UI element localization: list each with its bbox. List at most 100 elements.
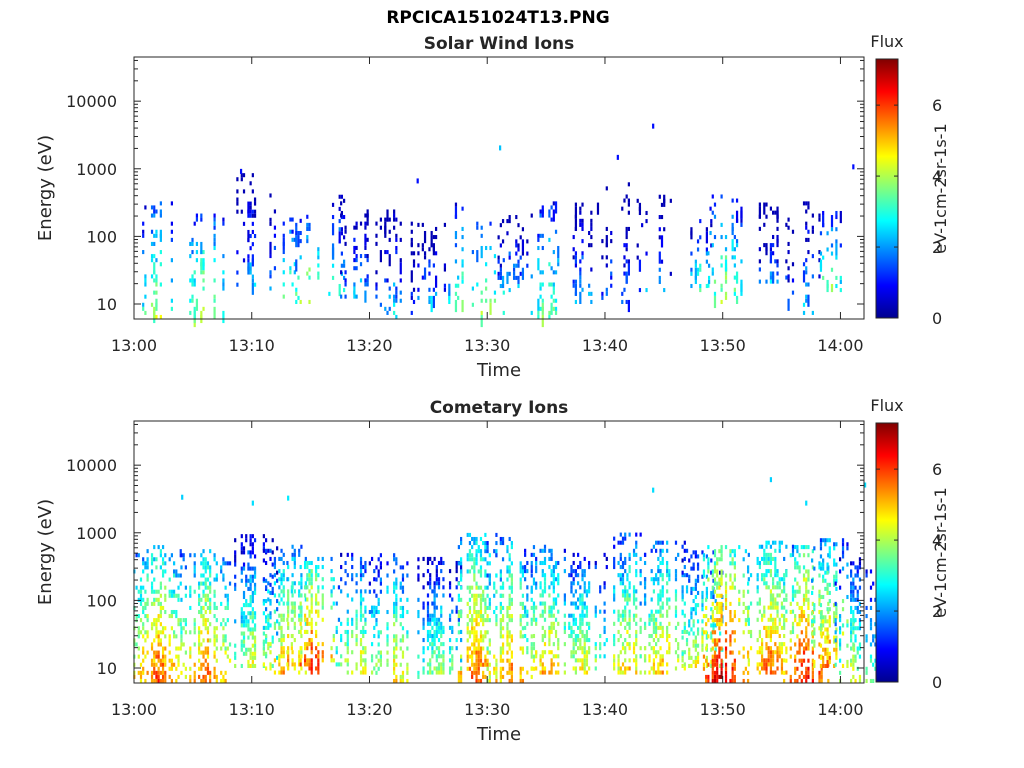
spectrogram-cell: [655, 629, 658, 634]
spectrogram-cell: [758, 601, 761, 606]
spectrogram-cell: [802, 262, 806, 267]
spectrogram-cell: [583, 666, 586, 671]
spectrogram-cell: [164, 569, 167, 574]
spectrogram-cell: [652, 658, 656, 663]
spectrogram-cell: [749, 646, 753, 651]
spectrogram-cell: [811, 213, 814, 218]
spectrogram-cell: [506, 650, 509, 655]
spectrogram-cell: [193, 642, 196, 647]
spectrogram-cell: [468, 589, 472, 594]
spectrogram-cell: [524, 552, 527, 557]
spectrogram-cell: [740, 279, 743, 292]
spectrogram-cell: [417, 565, 420, 570]
spectrogram-cell: [552, 250, 555, 255]
spectrogram-cell: [278, 654, 281, 659]
spectrogram-cell: [501, 626, 505, 631]
spectrogram-cell: [694, 635, 697, 640]
spectrogram-cell: [858, 646, 862, 651]
spectrogram-cell: [709, 230, 712, 236]
spectrogram-cell: [724, 646, 728, 651]
spectrogram-cell: [501, 605, 505, 610]
spectrogram-cell: [488, 573, 491, 578]
spectrogram-cell: [550, 605, 553, 610]
spectrogram-cell: [198, 609, 201, 615]
spectrogram-cell: [153, 670, 156, 675]
spectrogram-cell: [426, 569, 430, 574]
y-axis-label: Energy (eV): [35, 135, 56, 241]
spectrogram-cell: [431, 642, 434, 647]
spectrogram-cell: [532, 633, 536, 639]
spectrogram-cell: [495, 666, 498, 671]
spectrogram-cell: [707, 283, 710, 288]
spectrogram-cell: [440, 666, 443, 671]
spectrogram-cell: [769, 662, 773, 667]
spectrogram-cell: [213, 233, 216, 238]
spectrogram-cell: [477, 650, 480, 655]
spectrogram-cell: [262, 662, 265, 667]
spectrogram-cell: [377, 630, 380, 635]
spectrogram-cell: [652, 629, 656, 634]
spectrogram-cell: [340, 294, 343, 299]
spectrogram-cell: [150, 674, 154, 679]
spectrogram-cell: [299, 629, 302, 634]
spectrogram-cell: [251, 643, 254, 648]
spectrogram-cell: [705, 247, 708, 252]
spectrogram-cell: [657, 593, 660, 598]
spectrogram-cell: [826, 570, 829, 575]
spectrogram-cell: [150, 229, 154, 234]
spectrogram-cell: [168, 674, 171, 679]
spectrogram-cell: [659, 605, 662, 610]
spectrogram-cell: [499, 609, 502, 615]
spectrogram-cell: [251, 619, 254, 624]
spectrogram-cell: [865, 614, 868, 619]
spectrogram-cell: [852, 597, 855, 602]
spectrogram-cell: [340, 194, 343, 199]
spectrogram-cell: [155, 650, 158, 655]
spectrogram-cell: [850, 569, 853, 574]
spectrogram-cell: [524, 548, 527, 553]
spectrogram-cell: [585, 654, 589, 659]
spectrogram-cell: [291, 593, 294, 598]
spectrogram-cell: [422, 617, 425, 622]
spectrogram-cell: [541, 205, 544, 218]
spectrogram-cell: [426, 609, 430, 614]
spectrogram-cell: [461, 275, 464, 280]
spectrogram-cell: [298, 629, 301, 634]
spectrogram-cell: [473, 642, 476, 647]
spectrogram-cell: [557, 646, 560, 651]
spectrogram-cell: [550, 662, 553, 667]
spectrogram-cell: [557, 560, 560, 566]
spectrogram-cell: [440, 642, 443, 647]
spectrogram-cell: [548, 605, 551, 610]
spectrogram-cell: [306, 573, 309, 578]
spectrogram-cell: [588, 230, 591, 236]
spectrogram-cell: [222, 618, 225, 623]
spectrogram-cell: [718, 650, 721, 655]
spectrogram-cell: [858, 601, 862, 606]
spectrogram-cell: [395, 662, 398, 667]
spectrogram-cell: [224, 622, 227, 627]
spectrogram-cell: [359, 573, 363, 578]
spectrogram-cell: [645, 219, 648, 224]
spectrogram-cell: [226, 597, 229, 602]
spectrogram-cell: [222, 282, 225, 287]
spectrogram-cell: [824, 627, 827, 632]
spectrogram-cell: [530, 569, 533, 574]
spectrogram-cell: [278, 556, 281, 561]
colorbar-gradient: [875, 422, 899, 683]
spectrogram-cell: [460, 638, 463, 643]
spectrogram-cell: [142, 561, 145, 566]
spectrogram-cell: [386, 585, 389, 590]
spectrogram-cell: [552, 577, 555, 582]
spectrogram-cell: [144, 678, 147, 683]
spectrogram-cell: [530, 634, 533, 639]
spectrogram-cell: [548, 670, 551, 675]
spectrogram-cell: [204, 646, 207, 651]
spectrogram-cell: [466, 638, 469, 643]
spectrogram-cell: [524, 625, 527, 630]
spectrogram-cell: [215, 577, 218, 582]
spectrogram-cell: [554, 597, 558, 602]
spectrogram-cell: [735, 243, 739, 248]
spectrogram-cell: [811, 565, 814, 570]
spectrogram-cell: [526, 621, 529, 626]
